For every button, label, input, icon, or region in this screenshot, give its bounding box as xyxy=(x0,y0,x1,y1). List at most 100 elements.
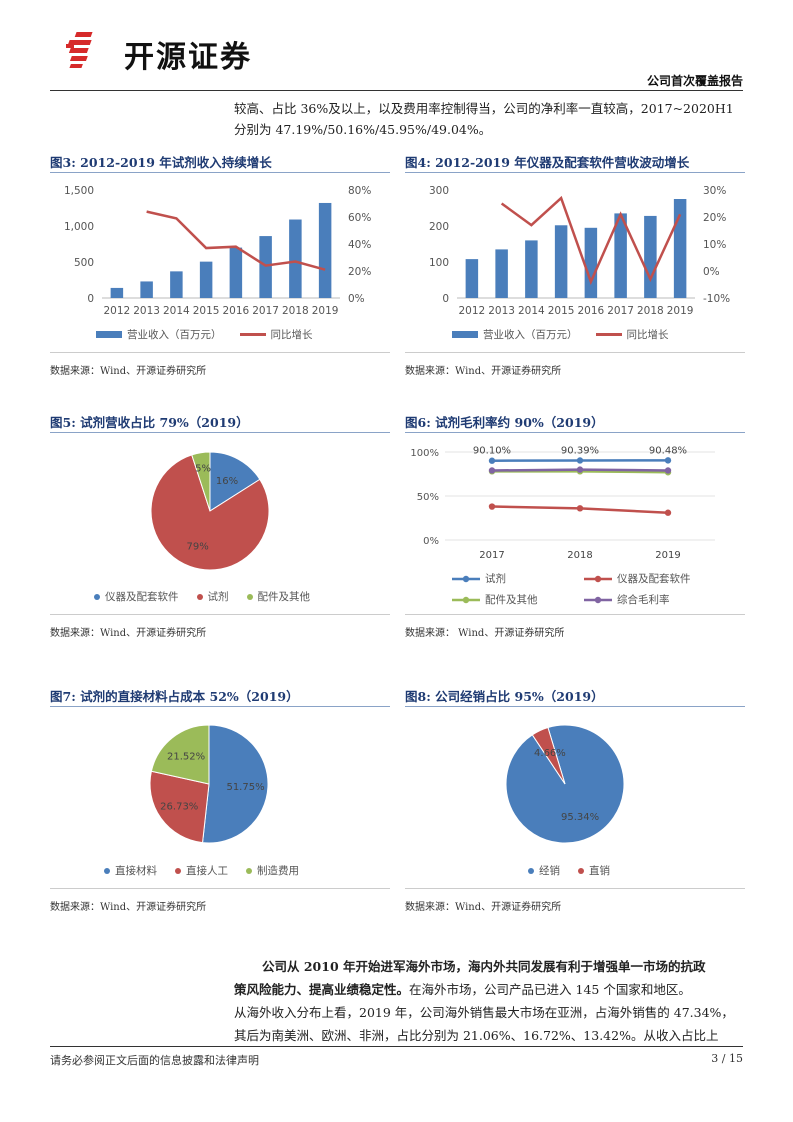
legend-item: 综合毛利率 xyxy=(584,592,714,607)
x-tick-label: 2015 xyxy=(193,305,220,317)
x-tick-label: 2013 xyxy=(488,305,515,317)
series-line xyxy=(146,210,326,271)
y-right-tick-label: 60% xyxy=(348,212,371,224)
fig6-rule xyxy=(405,432,745,433)
pie-data-label: 5% xyxy=(195,463,211,474)
body-line-2: 策风险能力、提高业绩稳定性。在海外市场，公司产品已进入 145 个国家和地区。 xyxy=(234,978,691,1002)
pie-slice xyxy=(150,724,210,785)
legend-label: 直接人工 xyxy=(186,865,228,877)
bar xyxy=(170,271,183,298)
fig7-rule xyxy=(50,706,390,707)
legend-item: 直接材料 xyxy=(104,863,157,878)
bar xyxy=(673,199,687,298)
legend-label: 仪器及配套软件 xyxy=(105,591,179,603)
legend-label: 配件及其他 xyxy=(257,591,311,603)
series-point xyxy=(664,467,672,474)
x-tick-label: 2019 xyxy=(312,305,339,317)
body-rest-line-2: 在海外市场，公司产品已进入 145 个国家和地区。 xyxy=(409,982,691,997)
body-line-4: 其后为南美洲、欧洲、非洲，占比分别为 21.06%、16.72%、13.42%。… xyxy=(234,1028,719,1043)
x-tick-label: 2014 xyxy=(163,305,190,317)
legend-label: 试剂 xyxy=(485,573,506,585)
y-tick-label: 0% xyxy=(423,536,439,547)
bar xyxy=(525,240,538,298)
footer-rule xyxy=(50,1046,743,1047)
pie-data-label: 95.34% xyxy=(561,812,599,823)
y-left-tick-label: 500 xyxy=(74,257,94,269)
y-right-tick-label: 20% xyxy=(703,212,726,224)
x-tick-label: 2016 xyxy=(223,305,250,317)
fig4-bottom-rule xyxy=(405,352,745,353)
legend-label: 经销 xyxy=(539,865,560,877)
legend-item: 直接人工 xyxy=(175,863,228,878)
fig4-rule xyxy=(405,172,745,173)
legend-label: 同比增长 xyxy=(270,329,313,341)
legend-item: 营业收入（百万元） xyxy=(96,327,222,342)
fig7-bottom-rule xyxy=(50,888,390,889)
fig7-legend: 直接材料 直接人工 制造费用 xyxy=(104,863,299,878)
bar xyxy=(140,281,153,298)
legend-label: 制造费用 xyxy=(257,865,299,877)
body-line-3: 从海外收入分布上看，2019 年，公司海外销售最大市场在亚洲，占海外销售的 47… xyxy=(234,1005,734,1020)
x-tick-label: 2018 xyxy=(567,550,592,561)
y-right-tick-label: -10% xyxy=(703,293,730,305)
y-tick-label: 50% xyxy=(417,492,439,503)
logo-icon xyxy=(66,32,93,68)
legend-item: 营业收入（百万元） xyxy=(452,327,578,342)
fig8-title: 图8: 公司经销占比 95%（2019） xyxy=(405,686,604,705)
series-point xyxy=(664,457,672,464)
legend-label: 综合毛利率 xyxy=(617,594,670,606)
pie-slice xyxy=(191,451,211,512)
header-rule xyxy=(50,90,743,91)
legend-item: 经销 xyxy=(528,863,560,878)
fig3-title-text: 2012-2019 年试剂收入持续增长 xyxy=(80,155,272,170)
fig6-bottom-rule xyxy=(405,614,745,615)
x-tick-label: 2016 xyxy=(578,305,605,317)
x-tick-label: 2019 xyxy=(655,550,680,561)
x-tick-label: 2017 xyxy=(252,305,279,317)
fig8-bottom-rule xyxy=(405,888,745,889)
body-bold-line-2: 策风险能力、提高业绩稳定性。 xyxy=(234,982,410,997)
legend-label: 试剂 xyxy=(207,591,229,603)
fig5-source: 数据来源：Wind、开源证券研究所 xyxy=(50,628,207,639)
fig6-source: 数据来源： Wind、开源证券研究所 xyxy=(405,628,565,639)
fig3-title: 图3: 2012-2019 年试剂收入持续增长 xyxy=(50,152,272,171)
pie-data-label: 21.52% xyxy=(167,751,205,762)
fig7-chart: 51.75% 26.73% 21.52% xyxy=(149,724,269,844)
fig5-title: 图5: 试剂营收占比 79%（2019） xyxy=(50,412,249,431)
y-left-tick-label: 300 xyxy=(429,185,449,197)
brand-logo xyxy=(64,28,124,70)
fig4-label: 图4: xyxy=(405,155,431,170)
fig3-legend: 营业收入（百万元） 同比增长 xyxy=(96,327,313,342)
y-right-tick-label: 40% xyxy=(348,239,371,251)
fig3-chart: 0 500 1,000 1,500 0% 20% 40% 60% 80% 2012 2013 2014… xyxy=(64,185,371,317)
series-point xyxy=(576,505,584,512)
fig7-label: 图7: xyxy=(50,689,76,704)
bar xyxy=(259,236,272,298)
bar xyxy=(554,225,568,298)
fig8-chart: 95.34% 4.66% xyxy=(505,724,625,844)
y-right-tick-label: 0% xyxy=(703,266,720,278)
series-point xyxy=(576,457,584,464)
body-bold-line-1: 公司从 2010 年开始进军海外市场，海内外共同发展有利于增强单一市场的抗政 xyxy=(262,959,706,974)
x-tick-label: 2013 xyxy=(133,305,160,317)
fig4-legend: 营业收入（百万元） 同比增长 xyxy=(452,327,669,342)
pie-slice xyxy=(149,770,210,844)
bar xyxy=(199,261,213,298)
intro-line-2: 分别为 47.19%/50.16%/45.95%/49.04%。 xyxy=(234,122,492,137)
y-right-tick-label: 0% xyxy=(348,293,365,305)
fig3-source: 数据来源：Wind、开源证券研究所 xyxy=(50,366,207,377)
fig4-source: 数据来源：Wind、开源证券研究所 xyxy=(405,366,562,377)
pie-data-label: 51.75% xyxy=(226,782,264,793)
x-tick-label: 2014 xyxy=(518,305,545,317)
pie-slice xyxy=(201,724,269,844)
legend-item: 同比增长 xyxy=(595,327,669,342)
legend-item: 试剂 xyxy=(196,589,229,604)
fig5-legend: 仪器及配套软件 试剂 配件及其他 xyxy=(94,589,310,604)
legend-label: 仪器及配套软件 xyxy=(617,573,691,585)
page-number: 3 / 15 xyxy=(711,1052,743,1065)
fig6-title: 图6: 试剂毛利率约 90%（2019） xyxy=(405,412,604,431)
y-left-tick-label: 200 xyxy=(429,221,449,233)
legend-label: 营业收入（百万元） xyxy=(127,329,222,341)
fig5-chart: 16% 79% 5% xyxy=(150,451,270,571)
